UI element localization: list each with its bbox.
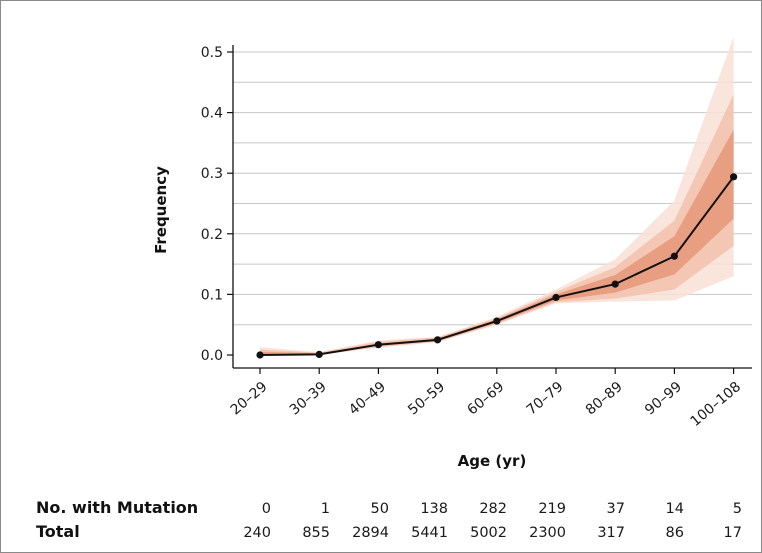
- x-tick-label: 90–99: [642, 379, 685, 419]
- table-cell: 219: [538, 501, 566, 517]
- table-cell: 2894: [352, 525, 389, 541]
- data-point: [374, 341, 382, 349]
- x-tick-label: 50–59: [405, 379, 448, 419]
- table-cell: 1: [321, 501, 330, 517]
- table-cell: 5: [733, 501, 742, 517]
- y-tick-label: 0.1: [201, 287, 223, 303]
- y-tick-label: 0.0: [201, 348, 223, 364]
- data-point: [670, 252, 679, 260]
- x-tick-label: 60–69: [464, 379, 507, 419]
- counts-table: No. with Mutation 0 1 50 138 282 219 37 14 5 Total…: [36, 498, 742, 541]
- data-point: [256, 351, 264, 359]
- table-cell: 5441: [411, 525, 448, 541]
- y-tick-label: 0.3: [201, 166, 223, 182]
- confidence-band: [260, 36, 734, 355]
- table-cell: 17: [724, 525, 742, 541]
- x-tick-label: 30–39: [287, 379, 330, 419]
- table-cell: 240: [243, 525, 271, 541]
- table-cell: 86: [666, 525, 684, 541]
- data-point: [611, 280, 619, 288]
- data-point: [493, 317, 501, 325]
- table-row-label: No. with Mutation: [36, 498, 198, 517]
- y-tick-label: 0.5: [201, 45, 223, 61]
- x-tick-label: 100–108: [688, 379, 745, 430]
- table-cell: 855: [302, 525, 330, 541]
- table-cell: 282: [479, 501, 507, 517]
- data-point: [434, 336, 442, 344]
- grid-lines: [233, 51, 752, 326]
- x-axis-title: Age (yr): [458, 452, 527, 470]
- x-tick-label: 80–89: [583, 379, 626, 419]
- table-cell: 317: [597, 525, 625, 541]
- x-tick-label: 20–29: [228, 379, 271, 419]
- axis-labels: Frequency Age (yr): [152, 166, 526, 470]
- data-point: [315, 350, 323, 358]
- y-tick-label: 0.2: [201, 227, 223, 243]
- table-cell: 138: [420, 501, 448, 517]
- table-cell: 14: [666, 501, 684, 517]
- data-point: [552, 293, 560, 302]
- x-tick-label: 70–79: [524, 379, 567, 419]
- y-axis-title: Frequency: [152, 166, 170, 254]
- frequency-series: [256, 173, 738, 359]
- x-tick-label: 40–49: [346, 379, 389, 419]
- confidence-bands: [260, 36, 734, 356]
- y-tick-label: 0.4: [201, 106, 223, 122]
- data-point: [730, 173, 738, 181]
- table-cell: 5002: [470, 525, 507, 541]
- table-cell: 50: [371, 501, 389, 517]
- table-cell: 2300: [529, 525, 566, 541]
- table-row-label: Total: [36, 522, 80, 541]
- table-cell: 0: [262, 501, 271, 517]
- table-cell: 37: [607, 501, 625, 517]
